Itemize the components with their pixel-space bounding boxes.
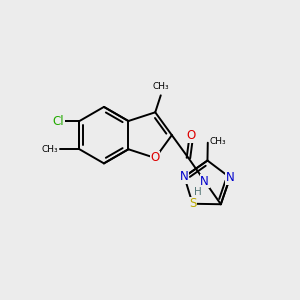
Text: N: N: [180, 170, 189, 183]
Text: N: N: [226, 171, 234, 184]
Text: CH₃: CH₃: [209, 137, 226, 146]
Text: CH₃: CH₃: [41, 145, 58, 154]
Text: Cl: Cl: [53, 115, 64, 128]
Text: H: H: [194, 188, 202, 197]
Text: O: O: [187, 129, 196, 142]
Text: O: O: [151, 152, 160, 164]
Text: N: N: [200, 175, 209, 188]
Text: CH₃: CH₃: [152, 82, 169, 91]
Text: S: S: [189, 197, 196, 210]
